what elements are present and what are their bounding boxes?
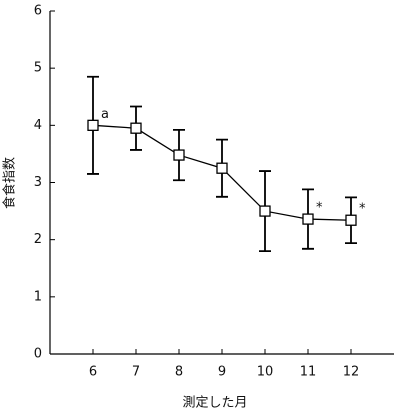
y-tick-label: 0 xyxy=(34,347,42,362)
x-axis-label: 測定した月 xyxy=(182,396,247,411)
y-tick-label: 2 xyxy=(34,232,42,247)
point xyxy=(259,205,271,217)
y-tick-label: 3 xyxy=(34,175,42,190)
point xyxy=(130,122,142,134)
point-label: a xyxy=(101,107,109,122)
point-label: * xyxy=(316,201,323,216)
point xyxy=(302,213,314,225)
y-axis-label: 食食指数 xyxy=(2,157,18,209)
y-tick-label: 1 xyxy=(34,289,42,304)
x-tick-label: 6 xyxy=(89,365,97,380)
y-tick-label: 6 xyxy=(34,4,42,19)
point xyxy=(216,162,228,174)
x-tick-label: 12 xyxy=(343,365,360,380)
x-tick-label: 9 xyxy=(218,365,226,380)
point xyxy=(345,214,357,226)
point xyxy=(173,149,185,161)
y-tick-label: 4 xyxy=(34,118,42,133)
x-tick-label: 8 xyxy=(175,365,183,380)
x-tick-label: 11 xyxy=(300,365,317,380)
x-tick-label: 10 xyxy=(257,365,274,380)
y-tick-label: 5 xyxy=(34,61,42,76)
point-label: * xyxy=(359,202,366,217)
x-tick-label: 7 xyxy=(132,365,140,380)
point xyxy=(87,119,99,131)
